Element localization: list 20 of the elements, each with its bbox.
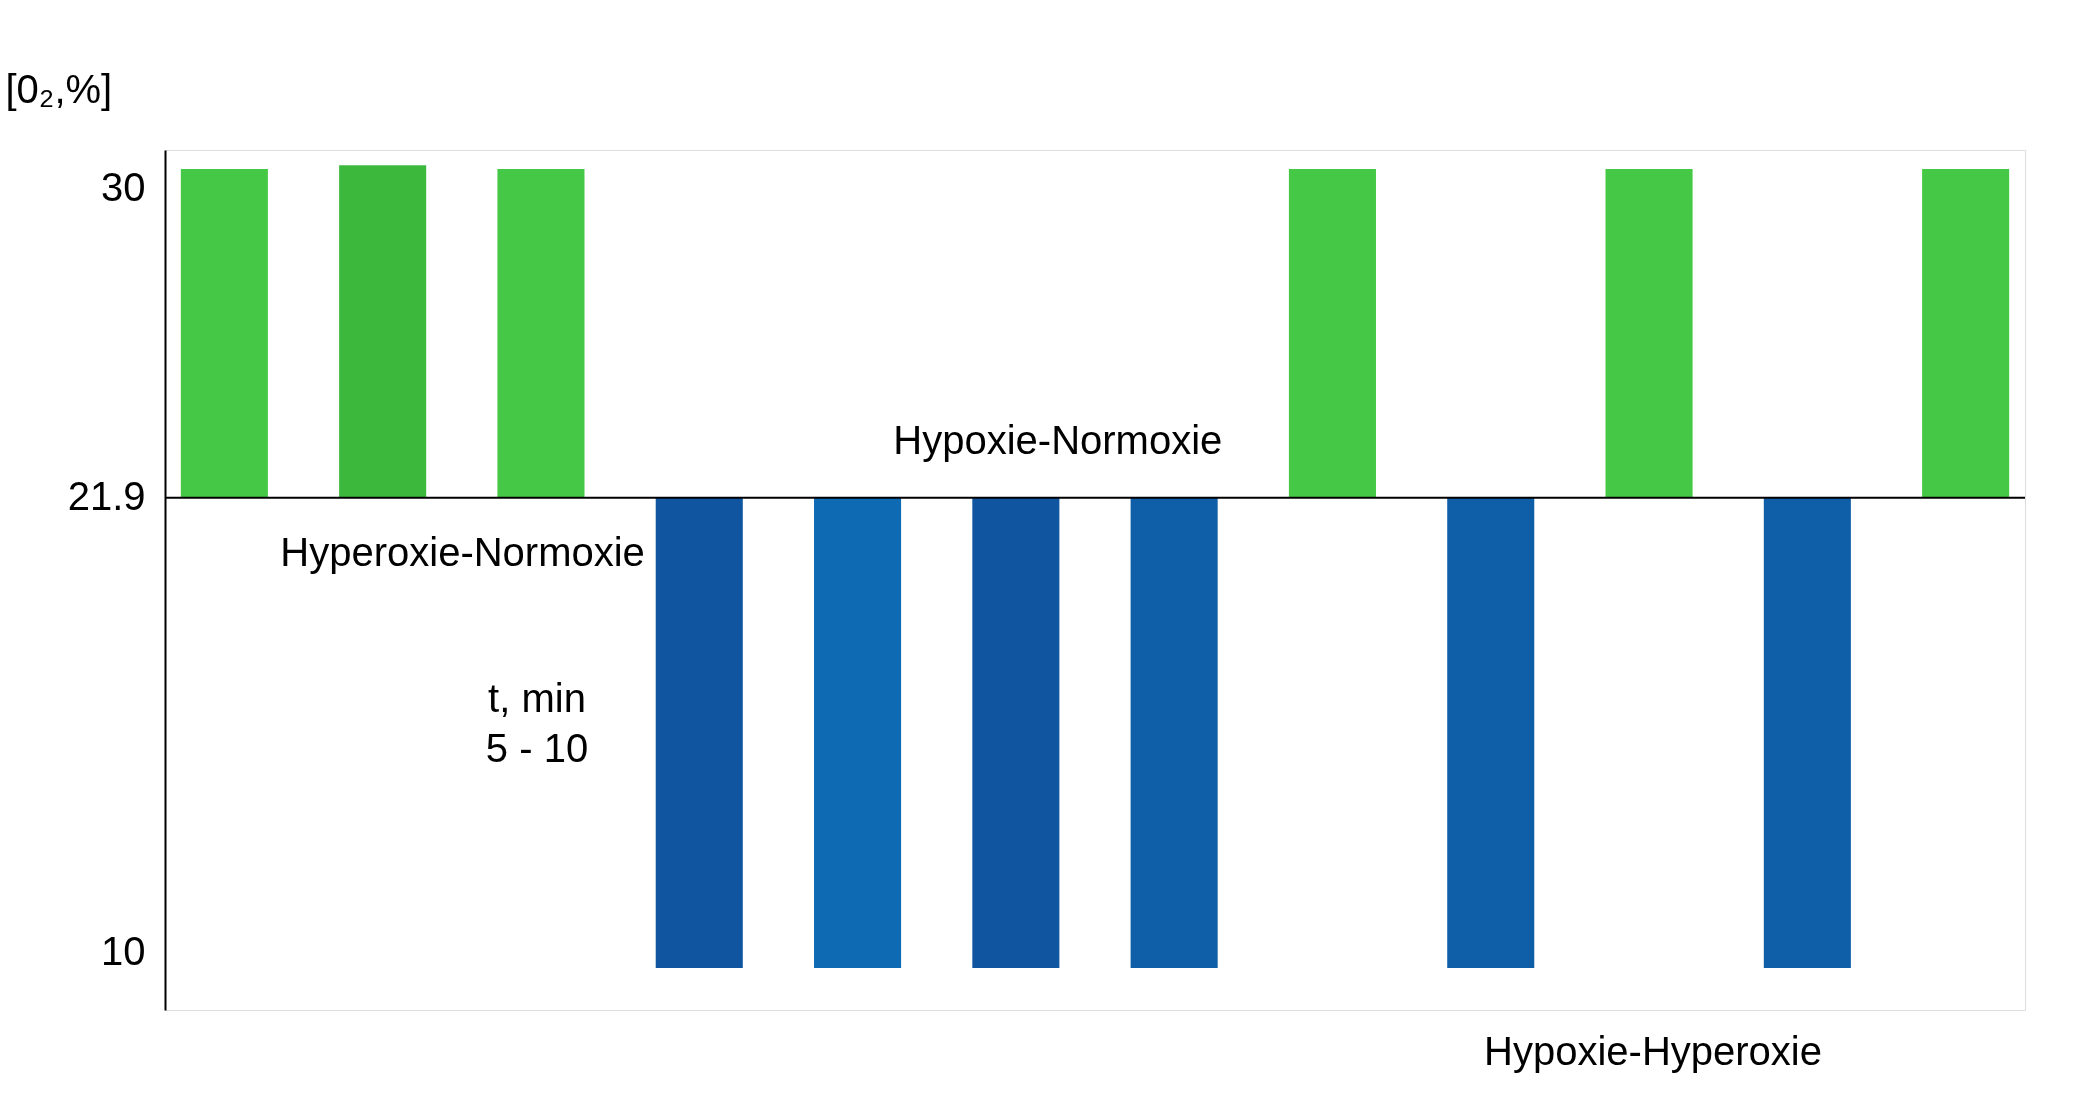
bar [1605,169,1693,498]
annotation: Hyperoxie-Normoxie [280,530,645,575]
bar [1130,497,1218,968]
bar [339,165,427,498]
y-tick-label: 10 [101,929,146,974]
bar [972,497,1060,968]
y-axis-title: [0₂,%] [5,66,113,111]
x-axis-title: t, min 5 - 10 [485,676,589,771]
text: Hypoxie-Hyperoxie [1484,1029,1822,1073]
bar [655,497,743,968]
y-tick-label: 21.9 [67,474,146,519]
bar [497,169,585,498]
bar [1447,497,1535,968]
bar [1288,169,1376,498]
bar [180,169,268,498]
annotation: Hypoxie-Normoxie [893,418,1223,463]
bar [1763,497,1851,968]
bar [1922,169,2010,498]
y-tick-label: 30 [101,164,146,209]
bar [814,497,902,968]
